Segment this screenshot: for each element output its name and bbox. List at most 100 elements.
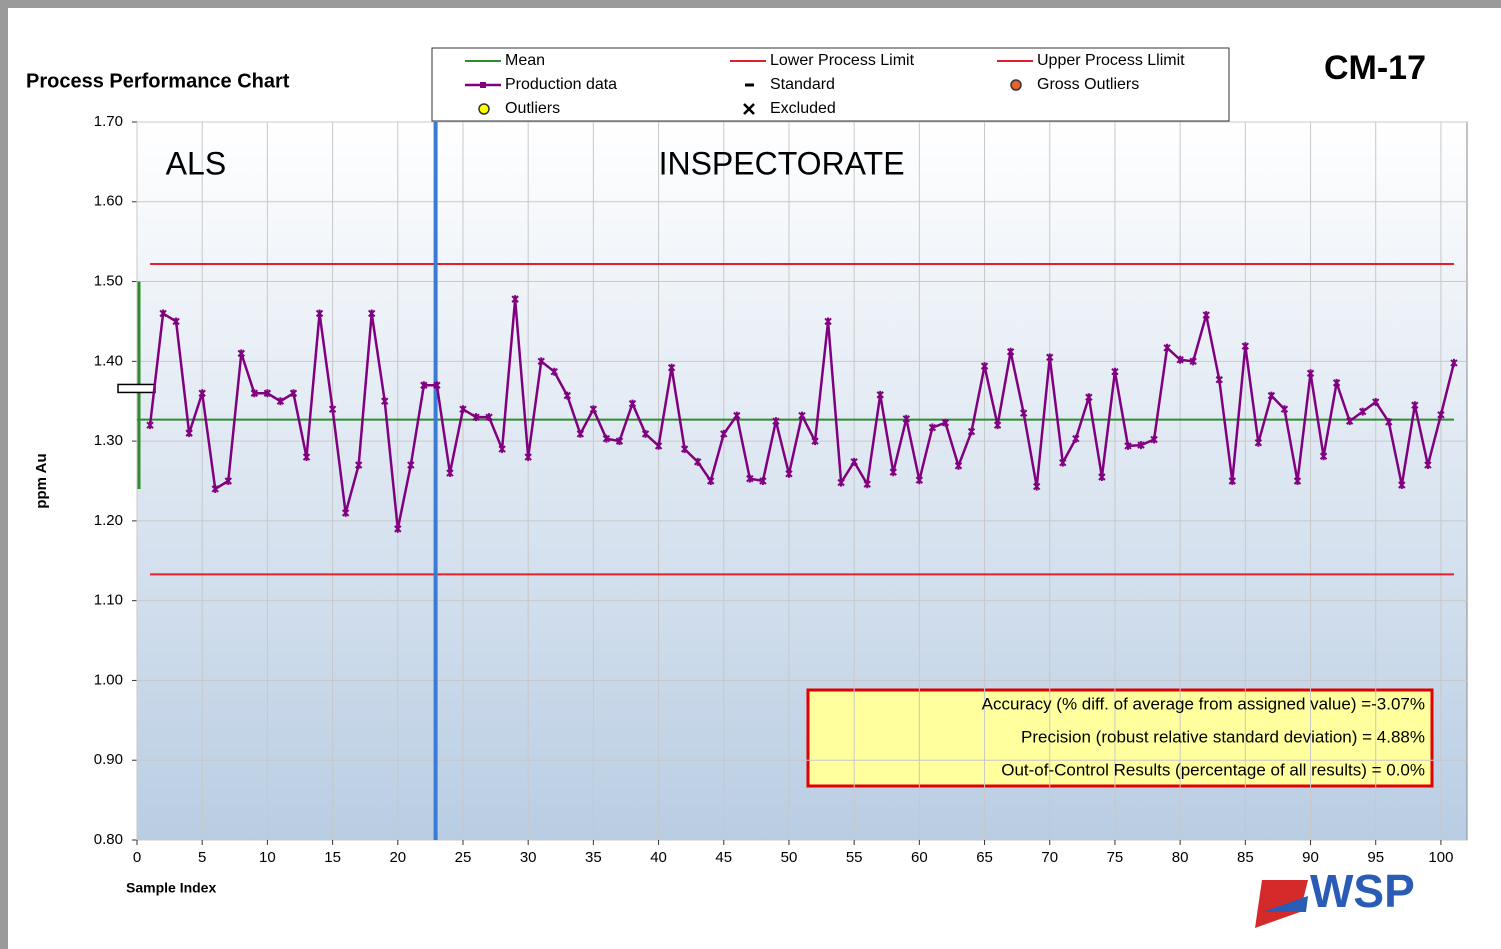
data-point xyxy=(172,317,180,326)
data-point xyxy=(381,397,389,406)
data-point xyxy=(459,405,467,414)
data-point xyxy=(733,411,741,420)
y-tick-label: 1.00 xyxy=(94,671,123,688)
chart-code: CM-17 xyxy=(1324,49,1426,87)
data-point xyxy=(524,453,532,462)
data-point xyxy=(263,389,272,398)
legend-swatch xyxy=(478,103,490,115)
data-point xyxy=(876,390,884,399)
data-point xyxy=(511,295,519,304)
data-point xyxy=(1437,410,1445,419)
y-tick-label: 1.60 xyxy=(94,193,123,210)
legend-label: Excluded xyxy=(770,100,836,117)
chart-title: Process Performance Chart xyxy=(26,70,290,92)
legend-label: Gross Outliers xyxy=(1037,76,1139,93)
x-tick-label: 100 xyxy=(1428,849,1453,866)
data-point xyxy=(224,477,232,485)
x-tick-label: 80 xyxy=(1172,849,1189,866)
x-tick-label: 20 xyxy=(389,849,406,866)
data-point xyxy=(1137,441,1145,450)
y-axis-label: ppm Au xyxy=(33,453,50,508)
data-point xyxy=(993,421,1002,430)
legend-label: Outliers xyxy=(505,100,560,117)
data-point xyxy=(198,389,206,398)
legend-label: Upper Process Llimit xyxy=(1037,52,1185,69)
data-point xyxy=(1228,477,1236,485)
legend-swatch xyxy=(1010,79,1022,91)
x-tick-label: 35 xyxy=(585,849,602,866)
data-point xyxy=(1411,401,1419,410)
y-tick-label: 1.10 xyxy=(94,592,123,609)
data-point xyxy=(1241,342,1250,351)
x-tick-label: 25 xyxy=(455,849,472,866)
data-point xyxy=(1072,434,1080,443)
legend-label: Mean xyxy=(505,52,545,69)
data-point xyxy=(1019,409,1028,418)
data-point xyxy=(824,317,832,326)
y-tick-label: 1.70 xyxy=(94,113,123,130)
legend-swatch xyxy=(743,103,755,115)
x-tick-label: 10 xyxy=(259,849,276,866)
data-point xyxy=(1280,405,1289,414)
data-point xyxy=(1345,417,1354,426)
data-point xyxy=(1150,435,1158,444)
x-tick-label: 55 xyxy=(846,849,863,866)
data-point xyxy=(1450,358,1458,367)
x-tick-label: 60 xyxy=(911,849,928,866)
data-point xyxy=(707,477,715,485)
data-point xyxy=(954,461,963,470)
x-axis-label: Sample Index xyxy=(126,880,216,896)
data-point xyxy=(446,469,454,478)
y-tick-label: 1.50 xyxy=(94,273,123,290)
data-point xyxy=(211,484,219,493)
data-point xyxy=(1385,417,1393,426)
data-point xyxy=(341,508,350,517)
data-point xyxy=(420,381,428,390)
stats-line: Accuracy (% diff. of average from assign… xyxy=(982,694,1425,713)
data-point xyxy=(302,453,311,462)
data-point xyxy=(915,476,924,485)
x-tick-label: 45 xyxy=(715,849,732,866)
data-point xyxy=(289,389,298,398)
legend-box xyxy=(431,47,1230,122)
data-point xyxy=(250,389,259,398)
lab-label: ALS xyxy=(166,145,226,181)
data-point xyxy=(237,349,246,358)
legend-swatch xyxy=(480,82,486,88)
data-point xyxy=(472,413,480,422)
data-point xyxy=(1006,347,1015,356)
data-point xyxy=(798,411,806,420)
data-point xyxy=(628,399,637,408)
lab-label: INSPECTORATE xyxy=(659,145,905,181)
x-tick-label: 90 xyxy=(1302,849,1319,866)
data-point xyxy=(563,391,572,400)
data-point xyxy=(185,429,193,438)
x-tick-label: 85 xyxy=(1237,849,1254,866)
data-point xyxy=(576,429,585,438)
data-point xyxy=(1267,391,1276,400)
data-point xyxy=(1332,378,1341,387)
x-tick-label: 15 xyxy=(324,849,341,866)
data-point xyxy=(641,429,650,438)
data-point xyxy=(1046,353,1054,362)
data-point xyxy=(550,367,558,376)
data-point xyxy=(850,457,858,466)
data-point xyxy=(367,309,376,318)
data-point xyxy=(693,457,702,466)
x-tick-label: 70 xyxy=(1041,849,1058,866)
data-point xyxy=(159,309,167,318)
data-point xyxy=(146,421,154,430)
data-point xyxy=(498,445,506,454)
data-point xyxy=(980,362,989,371)
x-tick-label: 50 xyxy=(781,849,798,866)
data-point xyxy=(615,437,624,446)
x-tick-label: 0 xyxy=(133,849,141,866)
data-point xyxy=(837,478,845,487)
data-point xyxy=(785,469,793,478)
data-point xyxy=(1176,355,1184,364)
data-point xyxy=(1215,375,1223,384)
logo-shape xyxy=(1262,896,1308,912)
y-tick-label: 1.30 xyxy=(94,432,123,449)
data-point xyxy=(1098,473,1106,482)
